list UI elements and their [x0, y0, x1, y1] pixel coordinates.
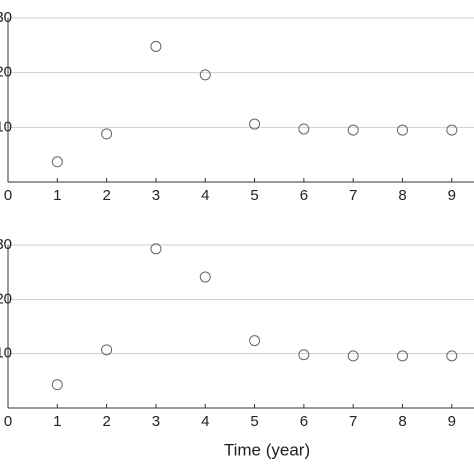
y-tick-label: 20 [0, 290, 12, 307]
x-tick-label: 2 [102, 187, 110, 204]
x-tick-label: 6 [300, 413, 308, 430]
point [347, 350, 359, 362]
point [199, 271, 211, 283]
point [298, 349, 310, 361]
x-tick-label: 4 [201, 413, 209, 430]
point [298, 123, 310, 135]
x-tick-label: 7 [349, 413, 357, 430]
point [446, 124, 458, 136]
y-tick-label: 10 [0, 118, 12, 135]
x-tick-label: 5 [250, 413, 258, 430]
x-tick-label: 3 [152, 187, 160, 204]
point [199, 69, 211, 81]
point [347, 124, 359, 136]
point [150, 40, 162, 52]
x-tick-label: 8 [398, 413, 406, 430]
x-tick-label: 7 [349, 187, 357, 204]
x-tick-label: 4 [201, 187, 209, 204]
point [396, 350, 408, 362]
x-tick-label: 9 [448, 413, 456, 430]
x-tick-label: 1 [53, 187, 61, 204]
x-tick-label: 5 [250, 187, 258, 204]
point [101, 128, 113, 140]
point [150, 243, 162, 255]
x-tick-label: 1 [53, 413, 61, 430]
point [396, 124, 408, 136]
x-tick-label: 0 [4, 187, 12, 204]
x-axis-title: Time (year) [224, 440, 310, 459]
y-tick-label: 30 [0, 236, 12, 253]
x-tick-label: 0 [4, 413, 12, 430]
y-tick-label: 10 [0, 345, 12, 362]
y-tick-label: 30 [0, 9, 12, 26]
x-tick-label: 8 [398, 187, 406, 204]
x-tick-label: 3 [152, 413, 160, 430]
point [249, 335, 261, 347]
x-tick-label: 2 [102, 413, 110, 430]
point [51, 156, 63, 168]
y-tick-label: 20 [0, 64, 12, 81]
x-tick-label: 6 [300, 187, 308, 204]
point [249, 118, 261, 130]
point [51, 379, 63, 391]
point [101, 344, 113, 356]
x-tick-label: 9 [448, 187, 456, 204]
point [446, 350, 458, 362]
